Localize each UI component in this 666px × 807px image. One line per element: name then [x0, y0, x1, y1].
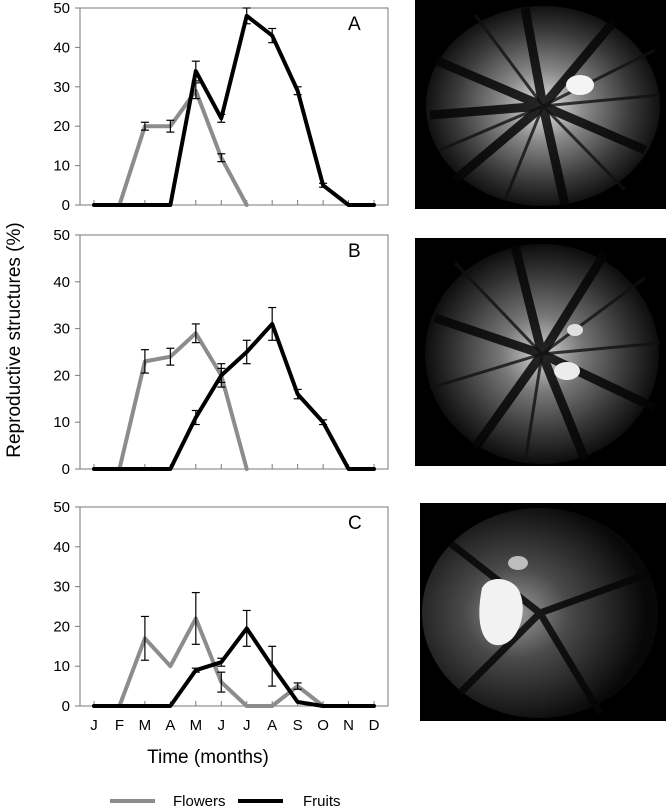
series-line-fruits	[92, 321, 376, 471]
canopy-photo-b	[415, 238, 666, 466]
y-tick-label: 0	[62, 197, 70, 214]
plot-frame	[79, 7, 389, 206]
y-axis-title: Reproductive structures (%)	[4, 222, 25, 457]
x-tick-label: A	[165, 717, 175, 734]
panel-a: 0 10 20 30 40 50 A	[53, 0, 389, 214]
y-tick-label: 30	[53, 321, 70, 338]
x-tick-label: N	[343, 717, 354, 734]
y-tick-label: 20	[53, 618, 70, 635]
y-tick-label: 0	[62, 698, 70, 715]
panel-letter: C	[348, 513, 362, 534]
canopy-photo-c	[420, 503, 666, 721]
panel-b: 0 10 20 30 40 50 B	[53, 227, 389, 478]
x-tick-label: D	[369, 717, 380, 734]
x-tick-label: O	[317, 717, 329, 734]
y-tick-label: 20	[53, 367, 70, 384]
y-tick-label: 40	[53, 539, 70, 556]
panel-letter: B	[348, 241, 361, 262]
y-tick-label: 40	[53, 274, 70, 291]
panel-letter: A	[348, 14, 361, 35]
legend: Flowers Fruits	[110, 793, 341, 807]
x-tick-label: M	[190, 717, 203, 734]
x-tick-label: F	[115, 717, 124, 734]
x-tick-label: J	[90, 717, 98, 734]
x-tick-label: S	[293, 717, 303, 734]
series-line-fruits	[92, 626, 376, 708]
legend-label-flowers: Flowers	[173, 793, 226, 807]
y-tick-label: 10	[53, 414, 70, 431]
series-line-fruits	[92, 13, 376, 207]
x-tick-label: J	[218, 717, 226, 734]
plot-frame	[79, 234, 389, 470]
y-tick-label: 50	[53, 0, 70, 17]
x-tick-label: M	[139, 717, 152, 734]
y-tick-label: 10	[53, 658, 70, 675]
x-tick-label: A	[267, 717, 277, 734]
y-tick-label: 50	[53, 499, 70, 516]
y-tick-label: 30	[53, 579, 70, 596]
y-tick-label: 20	[53, 118, 70, 135]
plot-frame	[79, 506, 389, 707]
y-tick-label: 40	[53, 39, 70, 56]
y-tick-label: 50	[53, 227, 70, 244]
canopy-photo-a	[415, 0, 666, 209]
y-tick-label: 30	[53, 79, 70, 96]
series-line-flowers	[92, 616, 326, 708]
y-tick-label: 0	[62, 461, 70, 478]
x-axis-title: Time (months)	[147, 747, 269, 768]
legend-label-fruits: Fruits	[303, 793, 341, 807]
x-tick-label: J	[243, 717, 251, 734]
y-tick-label: 10	[53, 158, 70, 175]
